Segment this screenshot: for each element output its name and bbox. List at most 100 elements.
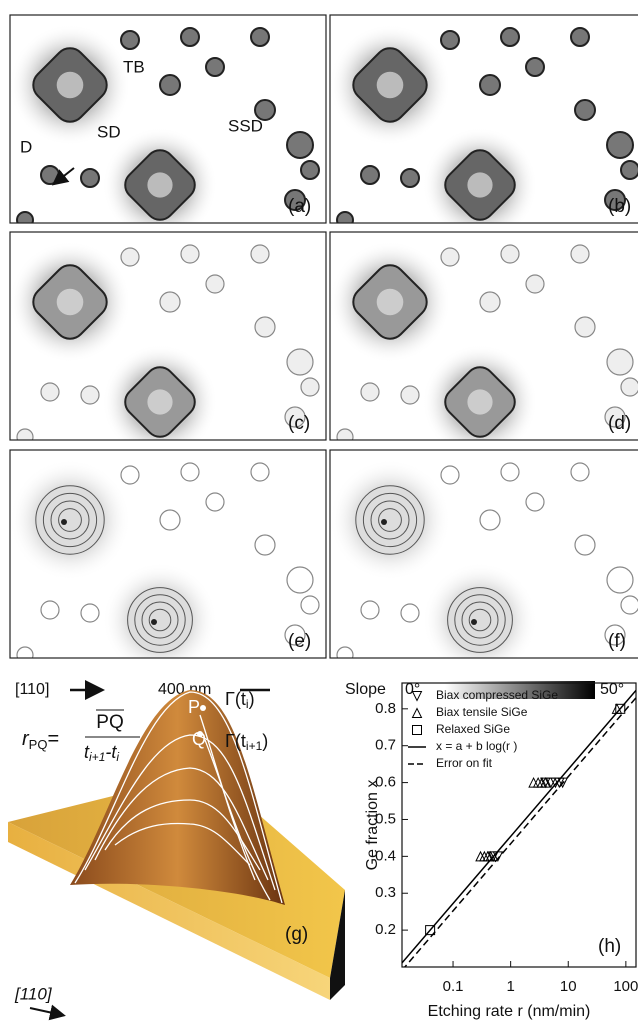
text: ) xyxy=(249,689,255,709)
ring xyxy=(206,275,224,293)
image-panel: (b) xyxy=(329,15,638,243)
panel-label: (d) xyxy=(608,413,631,434)
legend-label: Relaxed SiGe xyxy=(436,722,510,736)
y-axis-label: Ge fraction x xyxy=(364,780,381,871)
ring xyxy=(575,317,595,337)
figure: (a)(b)(c)(d)(e)(f) TB SD SSD D [110] 400… xyxy=(0,0,638,1024)
pit xyxy=(151,619,157,625)
panel-label: (f) xyxy=(608,631,626,652)
ring xyxy=(17,429,33,445)
pit xyxy=(61,519,67,525)
text: Γ(t xyxy=(225,731,246,751)
direction-label: [110] xyxy=(15,681,49,698)
island-top xyxy=(147,172,172,197)
dot xyxy=(571,28,589,46)
text: = xyxy=(47,728,59,750)
island-top xyxy=(377,72,404,99)
panel-content xyxy=(9,15,326,243)
ring xyxy=(251,245,269,263)
text: Γ(t xyxy=(225,689,246,709)
y-tick-label: 0.3 xyxy=(375,884,396,901)
dot xyxy=(251,28,269,46)
island-top xyxy=(57,289,84,316)
dot xyxy=(621,161,638,179)
annotation: TB xyxy=(123,57,145,76)
legend-label: Biax compressed SiGe xyxy=(436,688,558,702)
legend-label: Biax tensile SiGe xyxy=(436,705,528,719)
dot xyxy=(401,169,419,187)
panel-label: (h) xyxy=(598,936,621,957)
panel-content xyxy=(9,232,326,460)
formula-numerator: PQ xyxy=(96,712,123,733)
ring xyxy=(81,386,99,404)
ring xyxy=(41,383,59,401)
formula: rPQ= xyxy=(22,728,59,752)
dot xyxy=(301,161,319,179)
image-panels: (a) (b) (c) (d) (e) (f) xyxy=(9,15,638,678)
formula-denominator: ti+1-ti xyxy=(84,742,119,764)
arrow xyxy=(30,1008,62,1015)
panel-content xyxy=(329,232,638,460)
text: PQ xyxy=(29,737,48,752)
ring xyxy=(526,275,544,293)
ring xyxy=(607,349,633,375)
slope-max: 50° xyxy=(600,681,624,698)
panel-content xyxy=(329,450,638,678)
dot xyxy=(526,58,544,76)
dot xyxy=(337,212,353,228)
dot xyxy=(287,132,313,158)
y-tick-label: 0.2 xyxy=(375,921,396,938)
island-top xyxy=(467,389,492,414)
ring xyxy=(441,248,459,266)
text: i+1 xyxy=(246,739,263,753)
legend-label: x = a + b log(r ) xyxy=(436,739,517,753)
x-tick-label: 100 xyxy=(613,978,638,995)
panel-label: (b) xyxy=(608,196,631,217)
ring xyxy=(301,378,319,396)
panel-content xyxy=(329,15,638,243)
panel-label: (a) xyxy=(288,196,311,217)
dot xyxy=(181,28,199,46)
text: i+1 xyxy=(89,750,105,764)
halo xyxy=(102,562,217,677)
dot xyxy=(17,212,33,228)
slope-label: Slope xyxy=(345,681,386,698)
y-tick-label: 0.7 xyxy=(375,737,396,754)
dot xyxy=(206,58,224,76)
dot xyxy=(361,166,379,184)
panel-g: P Q Γ(ti) Γ(ti+1) rPQ= PQ ti+1-ti (g) [1… xyxy=(8,689,345,1015)
point-label: P xyxy=(188,697,200,717)
ring xyxy=(480,292,500,312)
panel-label: (e) xyxy=(288,631,311,652)
image-panel: (a) xyxy=(9,15,326,243)
dot xyxy=(480,75,500,95)
ring xyxy=(401,386,419,404)
panel-content xyxy=(9,450,326,678)
annotation: SD xyxy=(97,122,121,141)
ring xyxy=(337,429,353,445)
ring xyxy=(621,378,638,396)
dot xyxy=(607,132,633,158)
island-top xyxy=(377,289,404,316)
dot xyxy=(441,31,459,49)
panel-label: (c) xyxy=(288,413,310,434)
point-label: Q xyxy=(192,729,206,749)
marker xyxy=(529,778,538,787)
text: i xyxy=(116,750,119,764)
halo xyxy=(422,562,537,677)
dot xyxy=(121,31,139,49)
x-tick-label: 1 xyxy=(506,978,514,995)
x-tick-label: 0.1 xyxy=(443,978,464,995)
ring xyxy=(181,245,199,263)
x-axis-label: Etching rate r (nm/min) xyxy=(428,1003,591,1020)
island-top xyxy=(57,72,84,99)
image-panel: (c) xyxy=(9,232,326,460)
ring xyxy=(501,245,519,263)
image-panel: (f) xyxy=(329,450,638,678)
point xyxy=(200,705,206,711)
marker xyxy=(413,709,422,718)
y-tick-label: 0.8 xyxy=(375,700,396,717)
slope-min: 0° xyxy=(405,681,420,698)
dot xyxy=(160,75,180,95)
